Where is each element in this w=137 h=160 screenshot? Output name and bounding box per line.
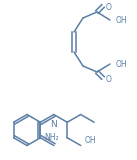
- Text: OH: OH: [116, 16, 128, 24]
- Text: OH: OH: [85, 136, 96, 145]
- Text: N: N: [50, 120, 57, 128]
- Text: OH: OH: [116, 60, 128, 68]
- Text: O: O: [106, 3, 112, 12]
- Text: O: O: [106, 75, 112, 84]
- Text: NH₂: NH₂: [45, 133, 59, 142]
